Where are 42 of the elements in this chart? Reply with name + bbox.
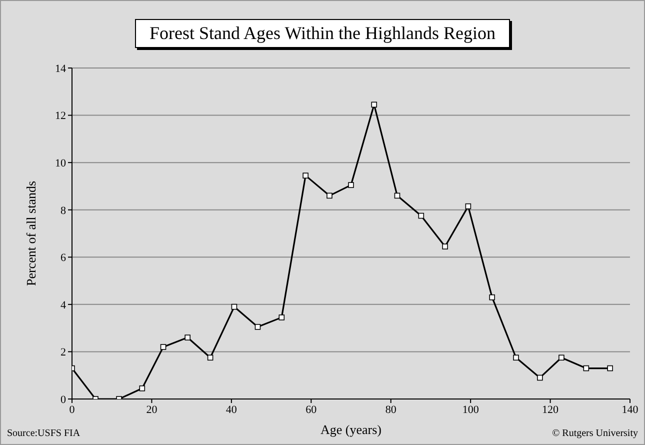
point [465, 203, 472, 210]
x-tick-label: 60 [306, 404, 318, 416]
text: © Rutgers University [552, 428, 638, 439]
x-tick-label: 80 [385, 404, 397, 416]
point [537, 374, 543, 381]
y-tick-label: 10 [55, 157, 66, 170]
x-tick-label: 0 [69, 404, 76, 416]
point [394, 192, 400, 199]
point [607, 365, 613, 372]
point [583, 365, 590, 372]
y-tick-label: 4 [60, 299, 66, 312]
point [231, 304, 238, 310]
y-tick-label: 2 [60, 346, 66, 359]
point [184, 334, 190, 340]
point [513, 354, 519, 361]
y-axis-title: Percent of all stands [24, 180, 39, 286]
point [278, 314, 285, 320]
y-tick-label: 8 [60, 204, 66, 217]
x-tick-label: 140 [622, 404, 639, 416]
y-tick-label: 12 [55, 110, 66, 122]
source-note: Source:USFS FIA [7, 428, 80, 439]
point [371, 102, 378, 108]
point [348, 182, 354, 188]
x-axis-title: Age (years) [320, 422, 382, 437]
y-tick-label: 0 [60, 394, 66, 406]
x-tick-label: 100 [462, 404, 480, 416]
point [207, 354, 214, 361]
y-tick-label: 14 [55, 62, 66, 75]
point [302, 172, 308, 178]
point [442, 244, 448, 250]
y-tick-label: 6 [60, 252, 66, 264]
x-tick-label: 20 [146, 404, 158, 416]
point [160, 344, 166, 350]
chart-title: Forest Stand Ages Within the Highlands Region [134, 19, 510, 48]
point [558, 354, 564, 361]
point [139, 385, 146, 392]
point [489, 294, 495, 300]
point [418, 212, 424, 219]
point [254, 324, 261, 330]
x-tick-label: 120 [542, 404, 560, 416]
x-tick-label: 40 [226, 404, 238, 416]
point [326, 192, 332, 199]
